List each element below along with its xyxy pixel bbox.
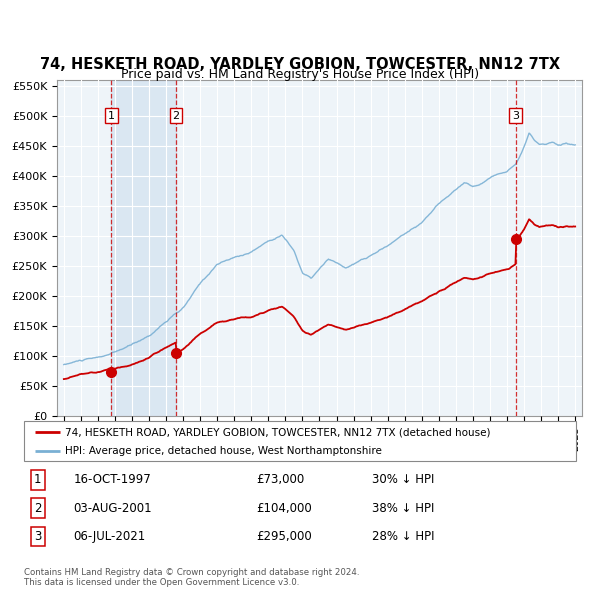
Text: 1: 1 <box>108 111 115 121</box>
Text: 3: 3 <box>34 530 41 543</box>
Text: 3: 3 <box>512 111 519 121</box>
Text: £104,000: £104,000 <box>256 502 311 514</box>
Text: HPI: Average price, detached house, West Northamptonshire: HPI: Average price, detached house, West… <box>65 445 382 455</box>
Bar <box>112 80 176 416</box>
Text: 2: 2 <box>172 111 179 121</box>
Text: 03-AUG-2001: 03-AUG-2001 <box>74 502 152 514</box>
Text: Price paid vs. HM Land Registry's House Price Index (HPI): Price paid vs. HM Land Registry's House … <box>121 68 479 81</box>
Text: 30% ↓ HPI: 30% ↓ HPI <box>372 473 434 486</box>
Text: £73,000: £73,000 <box>256 473 304 486</box>
Text: 74, HESKETH ROAD, YARDLEY GOBION, TOWCESTER, NN12 7TX (detached house): 74, HESKETH ROAD, YARDLEY GOBION, TOWCES… <box>65 427 491 437</box>
Text: 74, HESKETH ROAD, YARDLEY GOBION, TOWCESTER, NN12 7TX: 74, HESKETH ROAD, YARDLEY GOBION, TOWCES… <box>40 57 560 72</box>
Text: 2: 2 <box>34 502 41 514</box>
Text: Contains HM Land Registry data © Crown copyright and database right 2024.
This d: Contains HM Land Registry data © Crown c… <box>24 568 359 587</box>
Text: 38% ↓ HPI: 38% ↓ HPI <box>372 502 434 514</box>
Text: 06-JUL-2021: 06-JUL-2021 <box>74 530 146 543</box>
Text: £295,000: £295,000 <box>256 530 311 543</box>
Text: 28% ↓ HPI: 28% ↓ HPI <box>372 530 434 543</box>
Text: 1: 1 <box>34 473 41 486</box>
Text: 16-OCT-1997: 16-OCT-1997 <box>74 473 151 486</box>
